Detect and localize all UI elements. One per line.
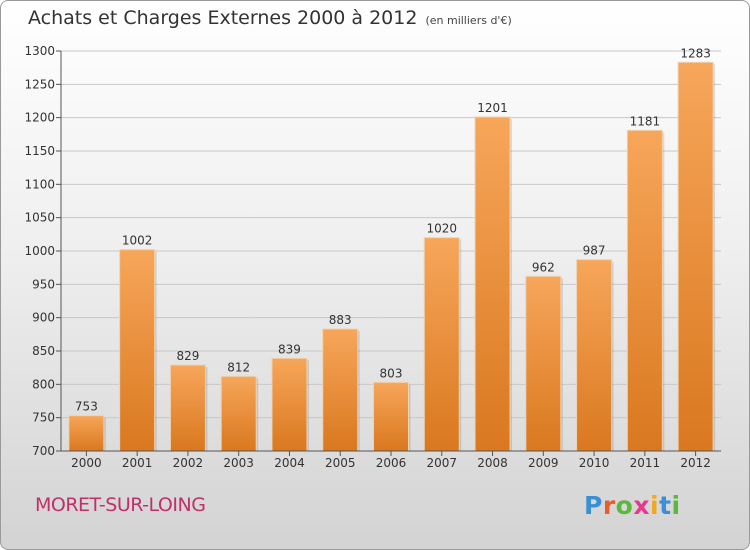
chart-title: Achats et Charges Externes 2000 à 2012 (e…: [28, 7, 512, 29]
city-name: MORET-SUR-LOING: [35, 494, 206, 516]
x-tick-label-2010: 2010: [579, 456, 610, 470]
logo-letter: r: [602, 491, 616, 520]
y-tick-label: 1250: [24, 77, 55, 91]
x-tick-label-2000: 2000: [71, 456, 102, 470]
bar-2006: [373, 381, 409, 452]
data-label-2011: 1181: [630, 114, 661, 128]
y-tick-label: 1200: [24, 111, 55, 125]
data-label-2010: 987: [583, 244, 606, 258]
y-tick-label: 750: [32, 411, 55, 425]
bar-2008: [474, 116, 511, 452]
x-tick-label-2008: 2008: [477, 456, 508, 470]
bar-2011: [626, 129, 663, 452]
data-label-2008: 1201: [477, 101, 508, 115]
data-label-2006: 803: [380, 366, 403, 380]
logo-letter: P: [584, 491, 603, 520]
logo-letter: i: [650, 491, 660, 520]
bar-2002: [169, 364, 206, 452]
data-label-2012: 1283: [680, 46, 711, 60]
data-label-2009: 962: [532, 260, 555, 274]
bar-2007: [423, 237, 460, 452]
bar-2005: [322, 328, 359, 452]
bar-2010: [576, 259, 613, 452]
y-tick-label: 1000: [24, 244, 55, 258]
x-tick-label-2006: 2006: [376, 456, 407, 470]
y-tick-label: 800: [32, 377, 55, 391]
data-label-2007: 1020: [426, 222, 457, 236]
data-labels: 753 1002 829 812 839 883 803 1020 1201 962 987 1181…: [75, 46, 711, 413]
y-tick-label: 1150: [24, 144, 55, 158]
bar-2004: [271, 357, 308, 452]
data-label-2000: 753: [75, 400, 98, 414]
x-tick-label-2001: 2001: [122, 456, 153, 470]
y-tick-label: 1100: [24, 177, 55, 191]
x-tick-label-2004: 2004: [274, 456, 305, 470]
bar-2009: [525, 275, 562, 452]
logo-letter: o: [615, 491, 634, 520]
data-label-2005: 883: [329, 313, 352, 327]
x-tick-label-2011: 2011: [630, 456, 661, 470]
data-label-2004: 839: [278, 342, 301, 356]
y-axis-ticks: 700 750 800 850 900 950 1000 1050 1100 1150 1200 12…: [24, 44, 61, 458]
x-tick-label-2003: 2003: [223, 456, 254, 470]
chart-title-text: Achats et Charges Externes 2000 à 2012: [28, 7, 418, 29]
bar-2003: [220, 375, 257, 452]
bar-2000: [68, 415, 105, 452]
x-axis-ticks: 2000 2001 2002 2003 2004 2005 2006 2007 2008 2009…: [71, 451, 711, 470]
bar-2012: [677, 61, 714, 452]
bars: [68, 61, 716, 452]
y-tick-label: 900: [32, 311, 55, 325]
chart-subtitle: (en milliers d'€): [425, 14, 512, 27]
y-tick-label: 700: [32, 444, 55, 458]
y-tick-label: 850: [32, 344, 55, 358]
y-tick-label: 1300: [24, 44, 55, 58]
data-label-2003: 812: [227, 360, 250, 374]
x-tick-label-2005: 2005: [325, 456, 356, 470]
bar-2001: [119, 249, 156, 452]
proxiti-logo[interactable]: Proxiti: [584, 491, 681, 520]
logo-letter: t: [659, 491, 672, 520]
x-tick-label-2002: 2002: [173, 456, 204, 470]
logo-letter: i: [671, 491, 681, 520]
data-label-2001: 1002: [122, 234, 153, 248]
y-tick-label: 950: [32, 277, 55, 291]
x-tick-label-2007: 2007: [426, 456, 457, 470]
x-tick-label-2012: 2012: [680, 456, 711, 470]
data-label-2002: 829: [176, 349, 199, 363]
x-tick-label-2009: 2009: [528, 456, 559, 470]
logo-letter: x: [633, 491, 650, 520]
y-tick-label: 1050: [24, 211, 55, 225]
